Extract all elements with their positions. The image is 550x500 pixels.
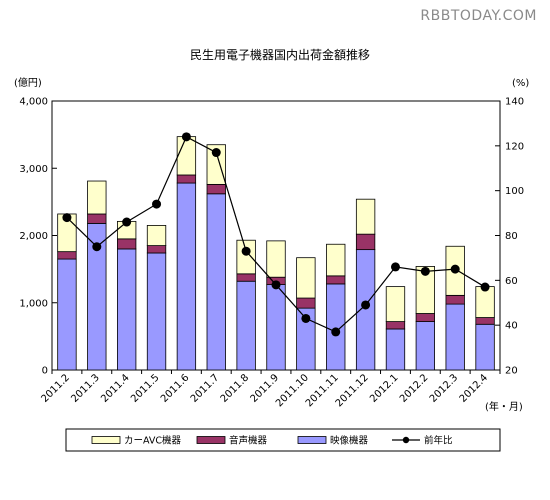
plot-area: 0 1,000 2,000 3,000 4,000 20 40 60 80 100 120 140 20…	[19, 97, 524, 410]
yoy-point	[181, 132, 191, 142]
bar-segment-audio	[326, 275, 346, 285]
y-right-tick-label: 140	[505, 97, 524, 108]
bar-segment-video	[117, 248, 137, 371]
bar-segment-audio	[236, 273, 256, 282]
yoy-point	[152, 199, 162, 209]
bar-segment-video	[176, 182, 197, 371]
bar-segment-audio	[57, 251, 77, 260]
bar-segment-video	[385, 328, 406, 371]
bar-segment-video	[475, 323, 495, 371]
bar-segment-video	[146, 252, 167, 371]
x-tick-label: 2012.3	[428, 372, 461, 405]
yoy-point	[92, 242, 102, 252]
bar-segment-audio	[87, 213, 107, 224]
x-tick-label: 2011.6	[159, 372, 192, 405]
bar-segment-video	[415, 321, 435, 371]
x-tick-label: 2011.2	[40, 372, 73, 405]
bar-segment-audio	[355, 233, 376, 251]
yoy-point	[361, 300, 371, 310]
bar-segment-car-avc	[296, 257, 316, 299]
yoy-point	[241, 246, 251, 256]
bar-segment-audio	[206, 183, 226, 195]
y-left-tick-label: 0	[42, 366, 48, 377]
x-tick-label: 2012.2	[398, 372, 431, 405]
yoy-point	[271, 280, 281, 290]
x-tick-label: 2011.7	[189, 372, 222, 405]
bar-segment-car-avc	[236, 239, 256, 275]
bar-segment-car-avc	[385, 286, 406, 322]
legend: カーAVC機器 音声機器 映像機器 前年比	[65, 428, 501, 452]
bar-segment-video	[236, 280, 256, 371]
watermark: RBBTODAY.COM	[420, 8, 537, 24]
legend-swatch	[297, 436, 327, 444]
bar-segment-video	[206, 193, 226, 371]
y-right-tick-label: 80	[505, 231, 518, 242]
bar-segment-video	[266, 284, 286, 371]
y-right-unit: (%)	[512, 78, 529, 89]
legend-item-video: 映像機器	[330, 435, 369, 447]
bar-segment-audio	[475, 317, 495, 325]
legend-swatch	[196, 436, 226, 444]
legend-item-yoy: 前年比	[424, 435, 453, 447]
yoy-point	[390, 262, 400, 272]
x-unit: (年・月)	[485, 400, 523, 413]
bar-segment-car-avc	[87, 180, 107, 215]
x-tick-label: 2012.1	[368, 372, 401, 405]
bar-segment-video	[445, 303, 465, 371]
x-tick-label: 2011.4	[99, 372, 132, 405]
bar-segment-audio	[385, 321, 406, 330]
yoy-point	[211, 148, 221, 158]
bar-segment-car-avc	[176, 136, 197, 176]
legend-swatch	[91, 436, 121, 444]
yoy-point	[420, 266, 430, 276]
x-tick-label: 2011.8	[219, 372, 252, 405]
bar-segment-video	[57, 258, 77, 371]
y-right-tick-label: 100	[505, 186, 524, 197]
legend-item-car-avc: カーAVC機器	[124, 435, 182, 447]
bar-segment-audio	[117, 238, 137, 250]
y-left-tick-label: 1,000	[19, 298, 48, 309]
yoy-point	[301, 313, 311, 323]
x-tick-label: 2011.12	[334, 372, 371, 409]
y-right-tick-label: 20	[505, 366, 518, 377]
bar-segment-car-avc	[206, 144, 226, 185]
bar-segment-audio	[445, 294, 465, 305]
bar-segment-car-avc	[266, 240, 286, 278]
bar-segment-car-avc	[415, 266, 435, 314]
bar-segment-car-avc	[326, 243, 346, 277]
yoy-point	[122, 217, 132, 227]
bar-segment-video	[355, 249, 376, 371]
y-right-tick-label: 120	[505, 141, 524, 152]
legend-point-swatch	[402, 436, 410, 444]
bar-segment-audio	[146, 245, 167, 254]
yoy-point	[480, 282, 490, 292]
y-left-tick-label: 4,000	[19, 97, 48, 108]
yoy-point	[62, 213, 72, 223]
chart-title: 民生用電子機器国内出荷金額推移	[190, 47, 370, 62]
bar-segment-audio	[415, 313, 435, 322]
bar-segment-audio	[176, 174, 197, 184]
y-left-tick-label: 3,000	[19, 164, 48, 175]
legend-item-audio: 音声機器	[229, 435, 268, 447]
x-tick-label: 2012.4	[458, 372, 491, 405]
legend-frame	[65, 428, 501, 452]
y-right-tick-label: 40	[505, 321, 518, 332]
x-tick-label: 2011.5	[129, 372, 162, 405]
yoy-point	[450, 264, 460, 274]
x-tick-label: 2011.3	[69, 372, 102, 405]
yoy-point	[331, 327, 341, 337]
bar-segment-audio	[296, 297, 316, 309]
y-right-tick-label: 60	[505, 276, 518, 287]
bar-segment-video	[326, 283, 346, 371]
y-left-unit: (億円)	[14, 76, 42, 89]
y-left-tick-label: 2,000	[19, 231, 48, 242]
bar-segment-car-avc	[355, 198, 376, 235]
bar-segment-car-avc	[146, 225, 167, 246]
